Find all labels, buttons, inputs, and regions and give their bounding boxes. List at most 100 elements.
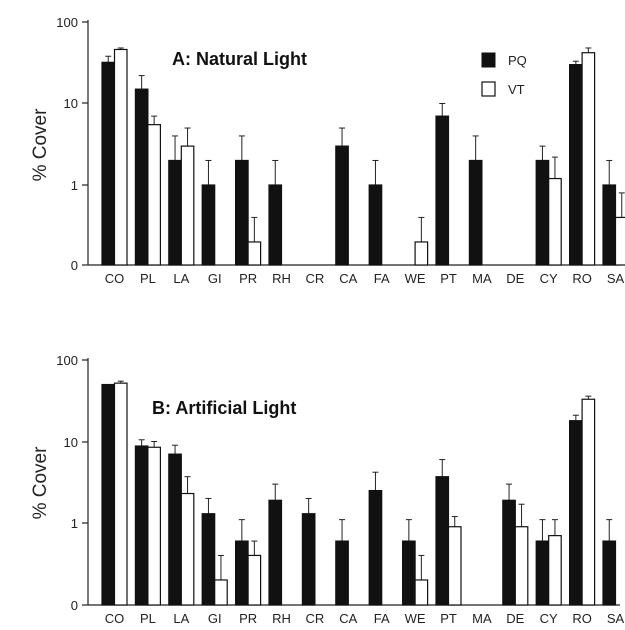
y-tick-label: 100 xyxy=(56,353,78,368)
bar-pq xyxy=(168,453,182,606)
bar-vt xyxy=(447,526,462,606)
bar-vt xyxy=(113,382,128,606)
category-label: CY xyxy=(540,611,558,626)
category-label: PL xyxy=(140,271,156,286)
bar-vt xyxy=(180,145,195,266)
y-tick-label: 0 xyxy=(71,258,78,273)
bar-pq xyxy=(402,540,416,606)
bar-pq xyxy=(201,513,216,606)
category-label: RO xyxy=(572,271,592,286)
category-label: SA xyxy=(607,611,625,626)
bars xyxy=(101,47,625,266)
category-label: MA xyxy=(472,271,492,286)
bar-pq xyxy=(602,184,617,266)
bar-pq xyxy=(268,184,283,266)
bar-vt xyxy=(247,241,262,266)
bar-pq xyxy=(301,513,316,606)
category-label: CR xyxy=(306,611,325,626)
bar-pq xyxy=(535,159,550,266)
panel-title: A: Natural Light xyxy=(172,49,307,69)
bar-pq xyxy=(502,499,516,606)
bar-vt xyxy=(247,554,262,606)
bar-vt xyxy=(147,446,161,606)
bar-vt xyxy=(514,526,529,606)
bar-vt xyxy=(614,216,625,266)
category-label: PR xyxy=(239,611,257,626)
category-label: CA xyxy=(339,271,357,286)
legend-label-pq: PQ xyxy=(508,53,527,68)
category-label: CA xyxy=(339,611,357,626)
panel-title: B: Artificial Light xyxy=(152,398,296,418)
category-label: WE xyxy=(405,271,426,286)
category-label: FA xyxy=(374,271,390,286)
bars xyxy=(101,380,617,606)
bar-pq xyxy=(368,489,383,606)
category-label: DE xyxy=(506,611,524,626)
bar-vt xyxy=(548,177,562,266)
bar-pq xyxy=(568,420,583,606)
bar-vt xyxy=(113,48,128,266)
category-label: CO xyxy=(105,611,125,626)
legend: PQ VT xyxy=(481,52,527,97)
bar-vt xyxy=(548,535,562,606)
bar-pq xyxy=(168,159,182,266)
bar-pq xyxy=(602,540,617,606)
y-tick-label: 1 xyxy=(71,178,78,193)
legend-label-vt: VT xyxy=(508,82,525,97)
bar-pq xyxy=(101,383,116,606)
category-label: GI xyxy=(208,611,222,626)
panel-a: % Cover A: Natural Light 0 1 10 100 CO PL LA G… xyxy=(30,15,625,286)
y-tick-label: 10 xyxy=(64,435,78,450)
y-tick-label: 100 xyxy=(56,15,78,30)
bar-vt xyxy=(414,579,429,606)
legend-swatch-vt xyxy=(481,81,496,97)
category-label: RH xyxy=(272,611,291,626)
y-axis-title: % Cover xyxy=(30,108,51,182)
y-ticks: 0 1 10 100 xyxy=(56,353,88,613)
bar-vt xyxy=(414,241,429,266)
category-label: MA xyxy=(472,611,492,626)
category-label: RO xyxy=(572,611,592,626)
y-tick-label: 10 xyxy=(64,96,78,111)
category-label: CO xyxy=(105,271,125,286)
category-label: PT xyxy=(440,611,457,626)
bar-pq xyxy=(568,64,583,266)
category-label: LA xyxy=(173,271,189,286)
bar-pq xyxy=(201,184,216,266)
category-label: RH xyxy=(272,271,291,286)
category-label: FA xyxy=(374,611,390,626)
bar-pq xyxy=(235,159,249,266)
bar-vt xyxy=(581,52,596,266)
bar-pq xyxy=(134,88,149,266)
bar-pq xyxy=(368,184,383,266)
bar-pq xyxy=(535,540,550,606)
category-label: PT xyxy=(440,271,457,286)
bar-pq xyxy=(468,159,483,266)
bar-pq xyxy=(235,540,249,606)
y-tick-label: 1 xyxy=(71,516,78,531)
bar-vt xyxy=(147,124,161,266)
y-tick-label: 0 xyxy=(71,598,78,613)
bar-vt xyxy=(180,492,195,606)
bar-pq xyxy=(435,476,450,606)
category-label: PL xyxy=(140,611,156,626)
category-labels: CO PL LA GI PR RH CR CA FA WE PT MA DE CY RO SA xyxy=(105,271,625,286)
category-label: GI xyxy=(208,271,222,286)
category-label: LA xyxy=(173,611,189,626)
category-label: DE xyxy=(506,271,524,286)
legend-swatch-pq xyxy=(481,52,496,68)
category-label: CY xyxy=(540,271,558,286)
bar-pq xyxy=(268,499,283,606)
bar-vt xyxy=(581,398,596,606)
category-label: PR xyxy=(239,271,257,286)
y-ticks: 0 1 10 100 xyxy=(56,15,88,273)
category-labels: CO PL LA GI PR RH CR CA FA WE PT MA DE CY RO SA xyxy=(105,611,625,626)
category-label: SA xyxy=(607,271,625,286)
bar-pq xyxy=(335,540,349,606)
bar-pq xyxy=(435,115,450,266)
bar-pq xyxy=(134,445,149,606)
bar-pq xyxy=(335,145,349,266)
category-label: CR xyxy=(306,271,325,286)
y-axis-title: % Cover xyxy=(30,446,51,520)
